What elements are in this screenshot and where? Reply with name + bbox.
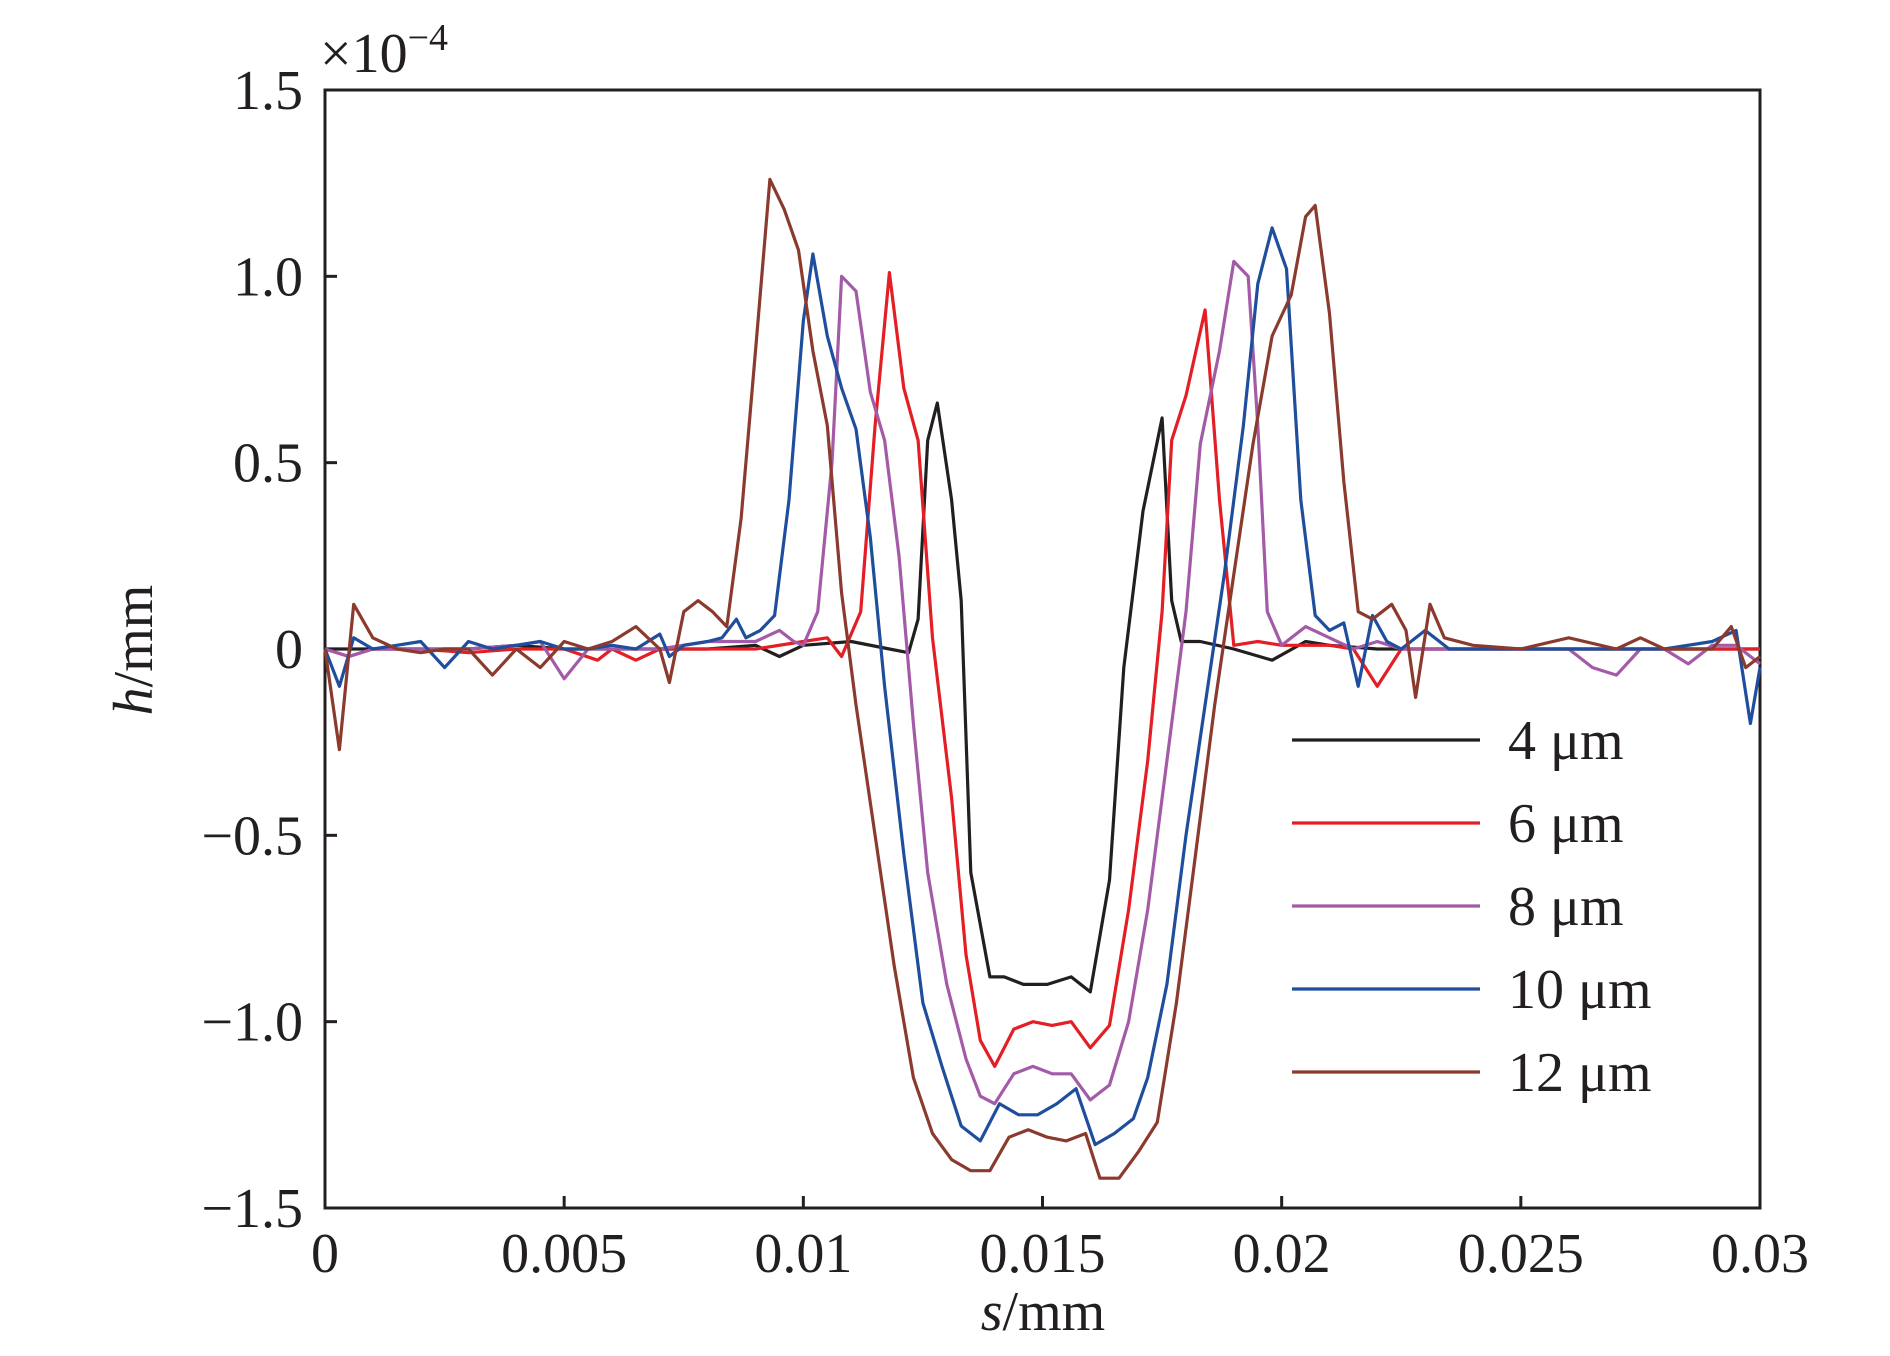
legend-label-2: 6 μm — [1508, 793, 1624, 855]
x-tick-label: 0.005 — [501, 1223, 627, 1285]
y-tick-label: 1.0 — [233, 246, 303, 308]
legend-label-4: 10 μm — [1508, 959, 1652, 1021]
x-tick-label: 0.03 — [1711, 1223, 1809, 1285]
y-tick-label: 0 — [275, 619, 303, 681]
series-line-2 — [324, 271, 1760, 1069]
x-axis-ticks: 0 0.005 0.01 0.015 0.02 0.025 0.03 — [311, 1196, 1809, 1285]
legend: 4 μm 6 μm 8 μm 10 μm 12 μm — [1292, 710, 1652, 1104]
y-axis-multiplier: ×10−4 — [320, 17, 448, 85]
legend-label-5: 12 μm — [1508, 1042, 1652, 1104]
x-tick-label: 0 — [311, 1223, 339, 1285]
x-tick-label: 0.025 — [1458, 1223, 1584, 1285]
y-axis-ticks: −1.5 −1.0 −0.5 0 0.5 1.0 1.5 — [201, 60, 337, 1240]
series-line-5 — [323, 177, 1761, 1180]
y-tick-label: −0.5 — [201, 805, 303, 867]
x-tick-label: 0.01 — [754, 1223, 852, 1285]
y-axis-label: h/mm — [103, 585, 165, 716]
legend-label-1: 4 μm — [1508, 710, 1624, 772]
y-tick-label: −1.5 — [201, 1178, 303, 1240]
x-axis-label: s/mm — [981, 1281, 1105, 1343]
legend-label-3: 8 μm — [1508, 876, 1624, 938]
y-tick-label: −1.0 — [201, 992, 303, 1054]
x-tick-label: 0.015 — [980, 1223, 1106, 1285]
series-layer — [323, 177, 1762, 1180]
x-tick-label: 0.02 — [1233, 1223, 1331, 1285]
y-tick-label: 0.5 — [233, 433, 303, 495]
y-tick-label: 1.5 — [233, 60, 303, 122]
